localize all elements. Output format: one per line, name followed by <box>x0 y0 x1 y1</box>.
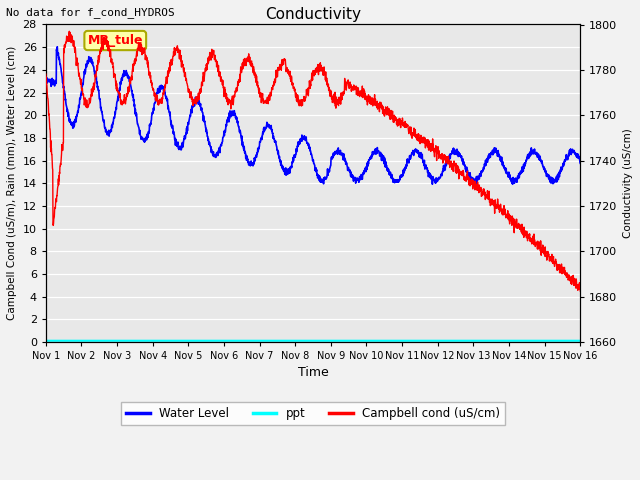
Text: No data for f_cond_HYDROS: No data for f_cond_HYDROS <box>6 7 175 18</box>
Legend: Water Level, ppt, Campbell cond (uS/cm): Water Level, ppt, Campbell cond (uS/cm) <box>121 402 505 425</box>
Y-axis label: Conductivity (uS/cm): Conductivity (uS/cm) <box>623 128 633 238</box>
Text: MB_tule: MB_tule <box>88 34 143 47</box>
Title: Conductivity: Conductivity <box>265 7 361 22</box>
Y-axis label: Campbell Cond (uS/m), Rain (mm), Water Level (cm): Campbell Cond (uS/m), Rain (mm), Water L… <box>7 46 17 320</box>
X-axis label: Time: Time <box>298 366 328 380</box>
